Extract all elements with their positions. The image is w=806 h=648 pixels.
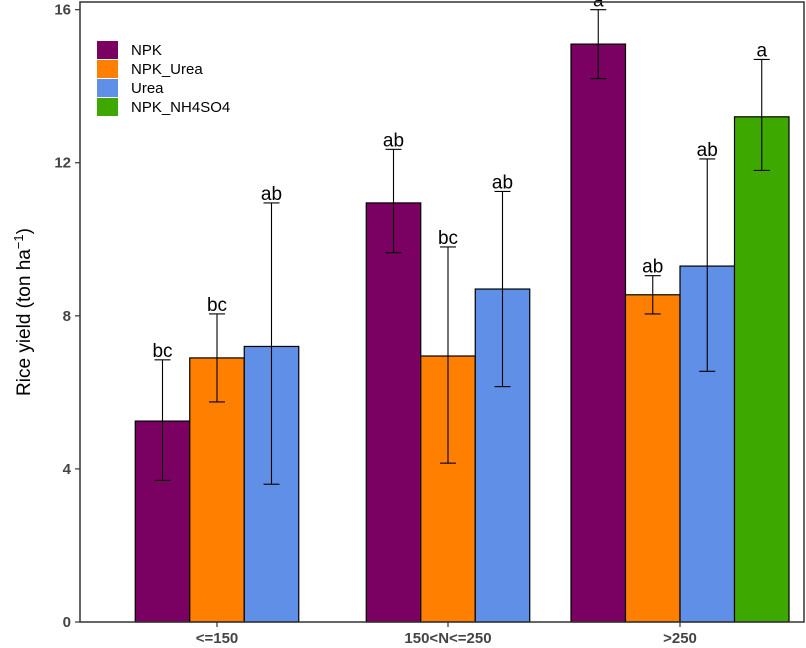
significance-label: ab: [261, 184, 282, 205]
significance-label: bc: [152, 341, 172, 362]
y-tick-label: 16: [54, 2, 71, 19]
y-axis-title-main: Rice yield (ton ha: [14, 249, 35, 396]
bar-npk-urea-2: [624, 294, 681, 623]
bar-npk-nh4so4-2: [733, 116, 790, 623]
plot-area: bc bc ab ab bc ab a ab ab a: [134, 0, 790, 623]
axes: 0 4 8 12 16 Rice yield (ton ha−1) <=150 150<N<=…: [11, 1, 805, 647]
significance-label: bc: [207, 295, 227, 316]
y-tick-label: 8: [63, 308, 71, 325]
y-tick-label: 0: [63, 614, 71, 631]
significance-label: a: [756, 40, 767, 61]
y-axis-title-superscript: −1: [11, 234, 26, 249]
y-axis-title: Rice yield (ton ha−1): [11, 228, 35, 396]
significance-label: ab: [383, 130, 404, 151]
x-tick-label: <=150: [196, 630, 239, 647]
legend-swatch-npk-urea: [97, 60, 118, 78]
legend-label-npk-urea: NPK_Urea: [131, 61, 203, 78]
legend-label-npk-nh4so4: NPK_NH4SO4: [131, 99, 230, 116]
legend-swatch-npk-nh4so4: [97, 98, 118, 116]
significance-label: bc: [438, 228, 458, 249]
x-tick-label: >250: [663, 630, 697, 647]
legend-label-urea: Urea: [131, 80, 164, 97]
bar-npk-2: [570, 43, 627, 623]
significance-label: ab: [642, 257, 663, 278]
legend-swatch-urea: [97, 79, 118, 97]
significance-label: a: [593, 0, 604, 12]
significance-label: ab: [697, 140, 718, 161]
x-tick-label: 150<N<=250: [404, 630, 491, 647]
y-tick-label: 4: [63, 461, 72, 478]
panel-border: [79, 1, 805, 623]
y-axis-title-close: ): [14, 228, 35, 234]
legend: NPK NPK_Urea Urea NPK_NH4SO4: [97, 41, 230, 116]
y-tick-label: 12: [54, 155, 71, 172]
legend-swatch-npk: [97, 41, 118, 59]
bar-npk-1: [365, 202, 422, 623]
legend-label-npk: NPK: [131, 42, 162, 59]
significance-label: ab: [492, 172, 513, 193]
